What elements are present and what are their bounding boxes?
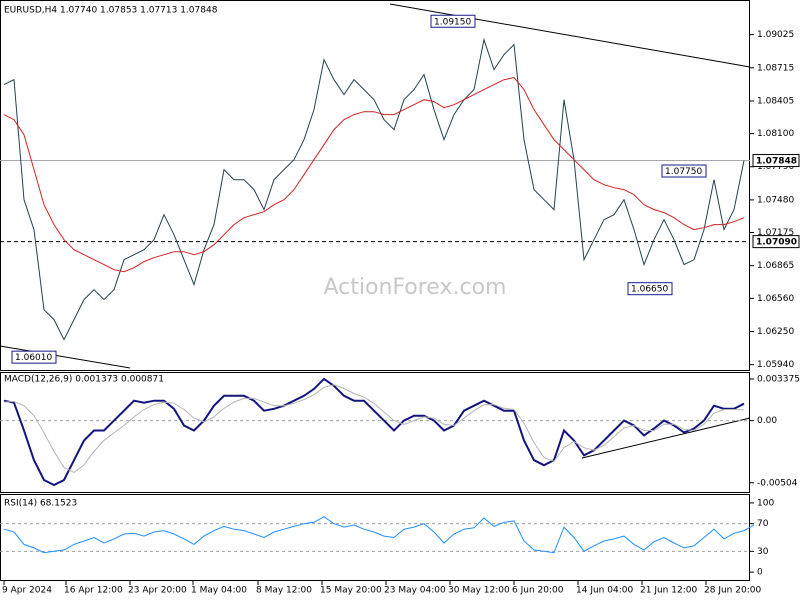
watermark: ActionForex.com [324,275,507,300]
y-tick-label: 1.06560 [757,294,794,304]
y-tick-label: 1.07480 [757,195,794,205]
annotation-label: 1.06650 [631,285,668,295]
annotation-label: 1.07750 [665,167,702,177]
series-line [3,516,755,554]
y-tick-label: 0.003375 [757,374,800,384]
y-tick-label: 1.08405 [757,96,794,106]
rsi-pane [0,494,750,581]
y-tick-label: 30 [757,547,769,557]
macd-pane [0,372,750,493]
y-tick-label: 1.08715 [757,63,794,73]
annotation-box [11,350,57,364]
price-label: 1.07090 [756,238,797,248]
trendline [389,3,751,68]
x-tick-label: 21 Jun 12:00 [640,586,697,596]
y-tick-label: 1.07175 [757,228,794,238]
y-tick-label: 1.06865 [757,261,794,271]
y-tick-label: 1.09025 [757,30,794,40]
y-tick-label: 1.06250 [757,327,794,337]
y-tick-label: 1.05940 [757,360,794,370]
indicator-title: MACD(12,26,9) 0.001373 0.000871 [4,375,164,385]
annotation-box [627,282,673,296]
price-pane [0,0,750,371]
x-tick-label: 16 Apr 12:00 [64,586,123,596]
trendline [0,345,131,369]
y-tick-label: 1.08100 [757,129,794,139]
y-tick-label: 70 [757,519,769,529]
annotation-box [430,14,476,28]
x-tick-label: 23 May 04:00 [384,586,446,596]
series-line [3,77,745,273]
x-tick-label: 6 Jun 20:00 [512,586,564,596]
x-tick-label: 8 May 12:00 [256,586,312,596]
y-tick-label: -0.00504 [757,478,798,488]
annotation-label: 1.09150 [434,17,471,27]
indicator-title: RSI(14) 68.1523 [4,499,77,509]
price-label-box [752,235,800,249]
series-line [3,384,745,473]
annotation-label: 1.06010 [15,353,52,363]
x-tick-label: 30 May 12:00 [448,586,510,596]
price-label-box [752,154,800,168]
y-tick-label: 0 [757,568,763,578]
series-line [3,377,745,487]
y-tick-label: 0.00 [757,416,777,426]
series-line [3,37,745,341]
y-tick-label: 100 [757,498,774,508]
price-label: 1.07848 [756,157,797,167]
x-tick-label: 15 May 20:00 [320,586,382,596]
x-tick-label: 1 May 04:00 [191,586,247,596]
y-tick-label: 1.07790 [757,162,794,172]
x-tick-label: 23 Apr 20:00 [128,586,187,596]
annotation-box [661,164,707,178]
trendline [581,417,751,459]
x-tick-label: 28 Jun 20:00 [704,586,761,596]
chart-title: EURUSD,H4 1.07740 1.07853 1.07713 1.0784… [4,6,218,16]
x-tick-label: 14 Jun 04:00 [576,586,633,596]
x-tick-label: 9 Apr 2024 [2,586,52,596]
